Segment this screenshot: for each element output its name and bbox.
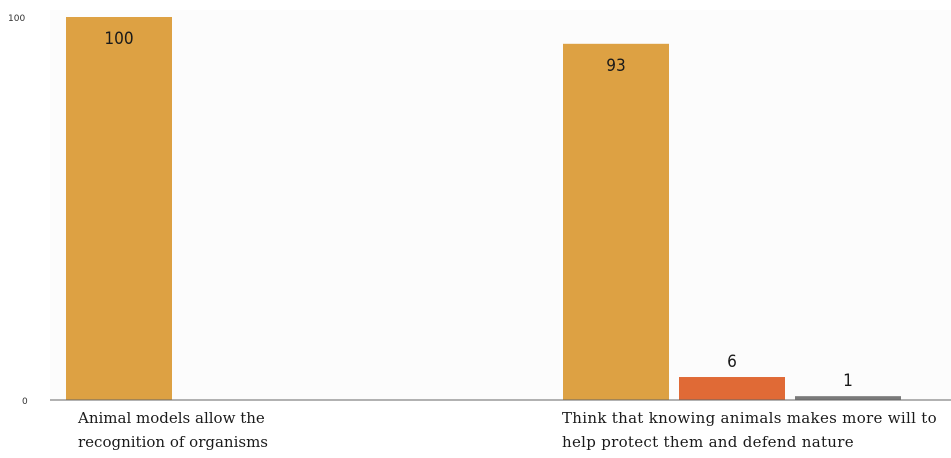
value-label-group1-1: 100 (104, 29, 133, 49)
y-tick-label-max: 100 (8, 14, 25, 24)
bar-group2-3 (795, 396, 901, 400)
category-label-animal-models: Animal models allow the recognition of o… (78, 406, 378, 454)
category-label-knowing-animals: Think that knowing animals makes more wi… (562, 406, 951, 454)
bar-group1-1 (66, 17, 172, 400)
bar-group2-1 (563, 44, 669, 400)
y-tick-label-zero: 0 (22, 397, 28, 407)
value-label-group2-2: 6 (727, 352, 737, 372)
value-label-group2-3: 1 (843, 371, 853, 391)
plot-background (50, 10, 951, 400)
bar-group2-2 (679, 377, 785, 400)
value-label-group2-1: 93 (606, 56, 625, 76)
